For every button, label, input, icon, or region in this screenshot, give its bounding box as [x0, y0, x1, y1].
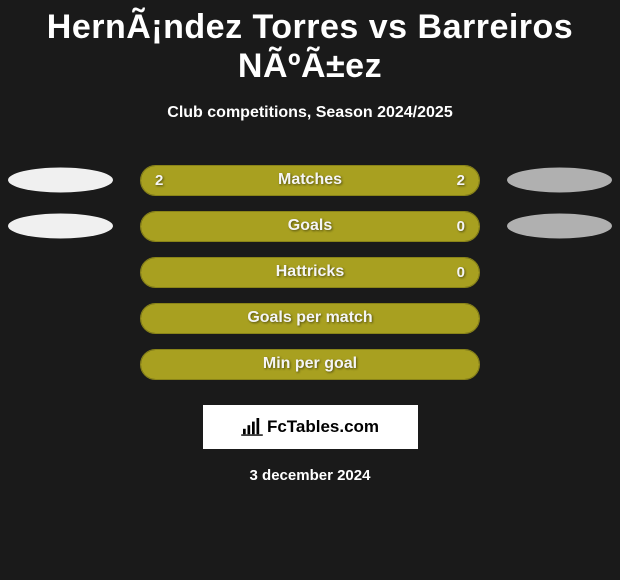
page-subtitle: Club competitions, Season 2024/2025 [0, 104, 620, 122]
page-title: HernÃ¡ndez Torres vs Barreiros NÃºÃ±ez [0, 0, 620, 86]
player1-oval [8, 214, 113, 239]
stat-row: Min per goal [0, 341, 620, 387]
stat-row: 2 2 Matches [0, 157, 620, 203]
stat-right-value: 0 [457, 264, 465, 281]
stat-label: Goals [288, 217, 332, 235]
stat-label: Goals per match [247, 309, 372, 327]
stat-bar: Goals per match [140, 303, 480, 334]
stat-row: Goals per match [0, 295, 620, 341]
player2-oval [507, 168, 612, 193]
stat-label: Matches [278, 171, 342, 189]
player2-oval [507, 214, 612, 239]
logo-text: FcTables.com [267, 417, 379, 437]
stat-row: 0 Goals [0, 203, 620, 249]
stat-bar: 0 Goals [140, 211, 480, 242]
player1-oval [8, 168, 113, 193]
stat-bar: Min per goal [140, 349, 480, 380]
chart-icon [241, 418, 263, 436]
stat-left-value: 2 [155, 172, 163, 189]
stats-container: 2 2 Matches 0 Goals 0 Hattricks Goals per match… [0, 157, 620, 387]
stat-bar: 2 2 Matches [140, 165, 480, 196]
stat-right-value: 0 [457, 218, 465, 235]
stat-bar: 0 Hattricks [140, 257, 480, 288]
generation-date: 3 december 2024 [0, 467, 620, 484]
logo-box: FcTables.com [203, 405, 418, 449]
stat-right-value: 2 [457, 172, 465, 189]
stat-row: 0 Hattricks [0, 249, 620, 295]
stat-label: Min per goal [263, 355, 357, 373]
stat-label: Hattricks [276, 263, 344, 281]
